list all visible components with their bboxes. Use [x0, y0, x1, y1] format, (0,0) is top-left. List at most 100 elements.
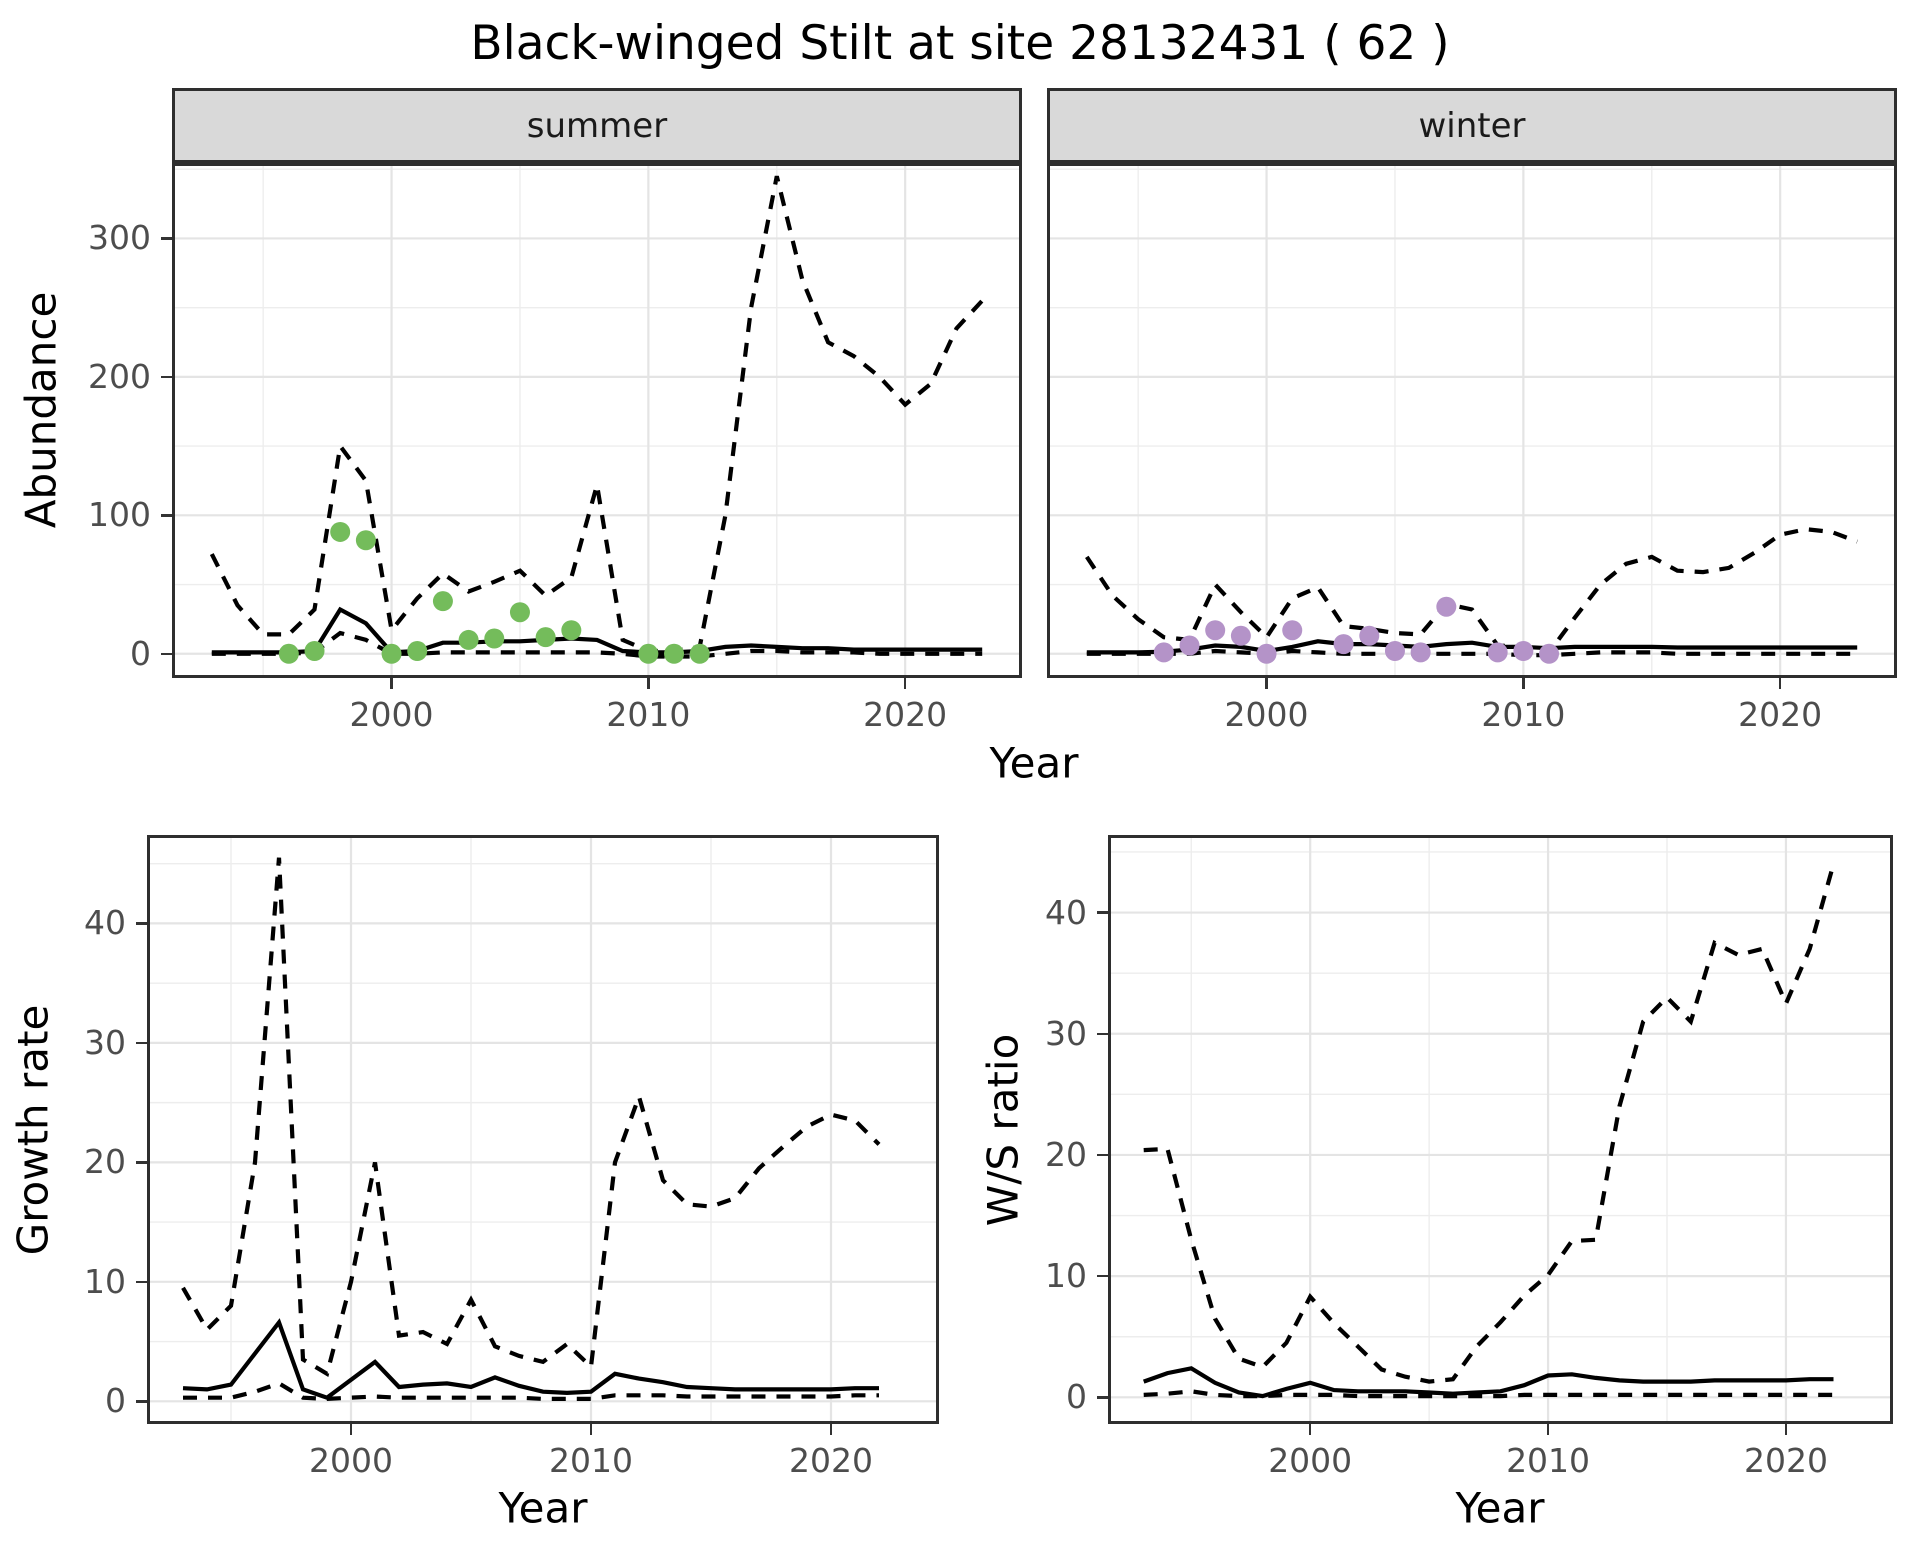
bottom-left-year-axis-title: Year [498, 1483, 588, 1533]
y-tick-mark [136, 1161, 147, 1164]
x-tick-mark [1522, 678, 1525, 689]
x-tick-mark [1784, 1424, 1788, 1435]
growth-rate-lower-ci-line [183, 1381, 879, 1402]
growth-rate-panel [147, 835, 939, 1424]
summer-abundance-observed-point [278, 643, 299, 664]
summer-abundance-upper-ci-line [209, 175, 984, 654]
y-tick-mark [1097, 1274, 1108, 1278]
summer-abundance-observed-point [535, 627, 556, 648]
y-tick-mark [1097, 1032, 1108, 1035]
winter-abundance-observed-point [1487, 642, 1508, 663]
x-tick-label: 2000 [1224, 695, 1309, 734]
winter-abundance-observed-point [1410, 642, 1431, 663]
top-year-axis-title: Year [989, 738, 1079, 788]
x-tick-label: 2020 [1743, 1441, 1828, 1480]
summer-abundance-observed-point [381, 643, 402, 664]
summer-abundance-observed-point [458, 629, 479, 650]
x-tick-mark [903, 678, 907, 689]
winter-abundance-panel [1047, 163, 1897, 678]
summer-abundance-observed-point [664, 643, 685, 664]
winter-abundance-observed-point [1205, 620, 1226, 641]
winter-abundance-observed-point [1384, 641, 1405, 662]
summer-abundance-observed-point [355, 530, 376, 551]
y-tick-label: 30 [1045, 1013, 1087, 1053]
x-tick-label: 2020 [1738, 695, 1823, 734]
y-tick-mark [161, 375, 172, 379]
summer-abundance-lower-ci-line [211, 630, 983, 659]
y-tick-label: 20 [84, 1142, 126, 1182]
facet-strip-winter: winter [1047, 88, 1897, 163]
y-tick-mark [136, 1280, 147, 1284]
x-tick-mark [647, 678, 650, 689]
x-tick-mark [1308, 1424, 1312, 1435]
y-tick-label: 0 [105, 1381, 126, 1421]
y-tick-label: 0 [1066, 1377, 1087, 1417]
y-tick-mark [136, 922, 147, 925]
summer-abundance-observed-point [561, 620, 582, 641]
summer-abundance-median-line [211, 606, 983, 655]
y-tick-label: 200 [88, 356, 151, 396]
ws-ratio-median-line [1142, 1366, 1834, 1399]
y-tick-label: 0 [130, 633, 151, 673]
x-tick-label: 2000 [309, 1441, 393, 1480]
x-tick-label: 2020 [789, 1441, 873, 1480]
x-tick-mark [829, 1424, 833, 1435]
winter-abundance-observed-point [1256, 643, 1277, 664]
y-tick-label: 10 [84, 1261, 126, 1301]
summer-abundance-observed-point [432, 591, 453, 612]
y-tick-label: 100 [88, 495, 151, 535]
winter-abundance-lower-ci-line [1086, 648, 1858, 658]
summer-abundance-observed-point [689, 643, 710, 664]
winter-abundance-observed-point [1282, 620, 1303, 641]
x-tick-label: 2010 [606, 695, 691, 734]
facet-strip-summer-label: summer [526, 105, 668, 146]
x-tick-label: 2010 [1481, 695, 1566, 734]
y-tick-mark [161, 237, 172, 240]
y-tick-mark [161, 652, 172, 656]
growth-rate-upper-ci-line [181, 857, 881, 1378]
y-tick-mark [161, 514, 172, 517]
figure-title: Black-winged Stilt at site 28132431 ( 62… [470, 16, 1450, 71]
x-tick-mark [589, 1424, 593, 1435]
winter-abundance-observed-point [1333, 634, 1354, 655]
y-tick-label: 40 [84, 903, 126, 943]
summer-abundance-observed-point [484, 628, 505, 649]
facet-strip-winter-label: winter [1418, 105, 1526, 146]
x-tick-label: 2010 [549, 1441, 633, 1480]
x-tick-label: 2000 [349, 695, 434, 734]
summer-abundance-observed-point [304, 641, 325, 662]
ws-ratio-axis-title: W/S ratio [978, 1033, 1028, 1227]
winter-abundance-observed-point [1436, 596, 1457, 617]
y-tick-label: 300 [88, 218, 151, 258]
summer-abundance-observed-point [407, 641, 428, 662]
y-tick-mark [136, 1041, 147, 1045]
facet-strip-summer: summer [172, 88, 1022, 163]
x-tick-mark [1778, 678, 1782, 689]
winter-abundance-observed-point [1513, 641, 1534, 662]
winter-abundance-median-line [1086, 639, 1858, 655]
ws-ratio-panel [1108, 835, 1893, 1424]
y-tick-label: 10 [1045, 1256, 1087, 1296]
x-tick-mark [390, 678, 393, 689]
y-tick-mark [136, 1400, 147, 1403]
winter-abundance-observed-point [1179, 635, 1200, 656]
x-tick-mark [1546, 1424, 1550, 1435]
ws-ratio-lower-ci-line [1143, 1389, 1834, 1399]
growth-rate-median-line [182, 1318, 879, 1401]
x-tick-label: 2010 [1506, 1441, 1591, 1480]
summer-abundance-observed-point [330, 521, 351, 542]
bottom-right-year-axis-title: Year [1455, 1483, 1545, 1533]
winter-abundance-upper-ci-line [1085, 527, 1858, 655]
y-tick-label: 30 [84, 1022, 126, 1062]
abundance-axis-title: Abundance [16, 291, 66, 529]
y-tick-label: 20 [1045, 1134, 1087, 1174]
winter-abundance-observed-point [1153, 642, 1174, 663]
x-tick-mark [1265, 678, 1268, 689]
x-tick-label: 2000 [1268, 1441, 1353, 1480]
y-tick-mark [1097, 1153, 1108, 1157]
winter-abundance-observed-point [1230, 625, 1251, 646]
winter-abundance-observed-point [1359, 625, 1380, 646]
y-tick-label: 40 [1045, 892, 1087, 932]
winter-abundance-observed-point [1539, 643, 1560, 664]
